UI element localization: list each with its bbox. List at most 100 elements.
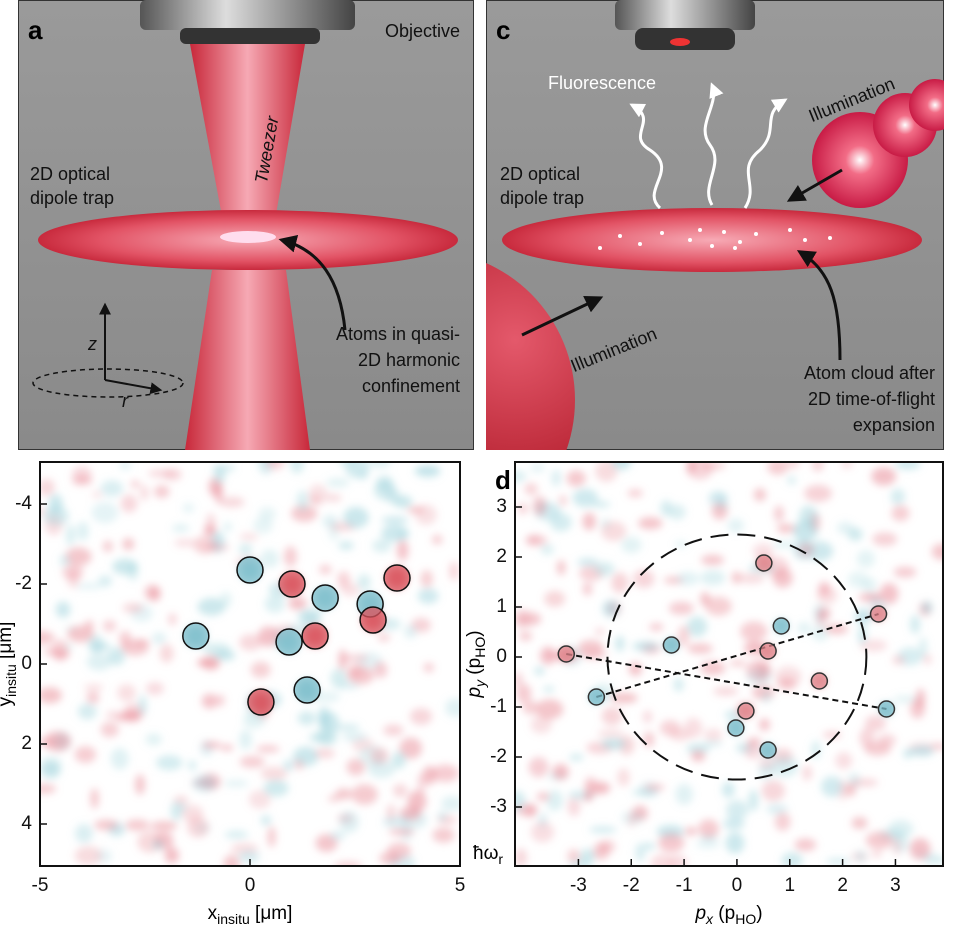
noise-blob — [569, 754, 583, 761]
noise-blob — [221, 745, 234, 751]
noise-blob — [774, 505, 784, 521]
noise-blob — [393, 784, 407, 797]
noise-blob — [238, 850, 259, 863]
noise-blob — [818, 582, 830, 596]
noise-blob — [268, 826, 276, 847]
noise-blob — [424, 663, 434, 672]
noise-blob — [826, 858, 851, 865]
noise-blob — [778, 677, 796, 690]
noise-blob — [106, 711, 123, 720]
noise-blob — [923, 654, 932, 664]
point — [760, 643, 776, 659]
noise-blob — [294, 759, 304, 770]
y-tick-label: -2 — [490, 746, 507, 767]
axis-name: r — [122, 391, 129, 411]
noise-blob — [583, 650, 609, 660]
point — [588, 689, 604, 705]
noise-blob — [220, 497, 245, 507]
noise-blob — [543, 686, 554, 692]
noise-blob — [38, 687, 62, 703]
noise-blob — [519, 631, 532, 641]
noise-blob — [212, 464, 235, 471]
noise-blob — [649, 623, 663, 630]
point — [294, 677, 320, 703]
noise-blob — [92, 491, 102, 498]
page: {"panel_a": {"label": "a", "objective": … — [0, 0, 953, 928]
noise-blob — [165, 847, 179, 863]
noise-blob — [594, 562, 614, 576]
noise-blob — [599, 840, 615, 853]
noise-blob — [916, 689, 925, 708]
noise-blob — [217, 694, 225, 706]
noise-blob — [872, 532, 897, 546]
noise-blob — [551, 470, 561, 487]
noise-blob — [859, 728, 874, 748]
noise-blob — [660, 720, 680, 736]
annotation: dipole trap — [30, 188, 114, 208]
noise-blob — [335, 724, 360, 731]
noise-blob — [601, 521, 627, 541]
y-tick-label: -4 — [15, 493, 32, 514]
noise-blob — [817, 609, 825, 627]
noise-blob — [98, 575, 112, 587]
noise-blob — [261, 816, 272, 826]
noise-blob — [298, 711, 316, 725]
annotation: 2D time-of-flight — [808, 389, 935, 409]
noise-blob — [704, 740, 723, 746]
trap-disk — [502, 208, 922, 272]
noise-blob — [325, 494, 341, 501]
noise-blob — [121, 494, 138, 512]
noise-blob — [145, 733, 162, 745]
axis-label-part: p — [464, 687, 485, 699]
noise-blob — [323, 515, 339, 528]
noise-blob — [75, 746, 97, 763]
noise-blob — [140, 485, 148, 501]
noise-blob — [75, 583, 101, 589]
annotation: Objective — [385, 21, 460, 41]
annotation: dipole trap — [500, 188, 584, 208]
noise-blob — [534, 667, 544, 675]
noise-blob — [330, 831, 346, 840]
noise-blob — [183, 503, 194, 513]
x-tick-label: -5 — [32, 875, 49, 896]
noise-blob — [342, 654, 368, 662]
noise-blob — [642, 843, 655, 850]
noise-blob — [691, 750, 705, 761]
point — [728, 720, 744, 736]
noise-blob — [701, 555, 724, 565]
noise-blob — [59, 555, 70, 567]
noise-blob — [878, 734, 896, 746]
y-tick-label: 1 — [496, 596, 507, 617]
noise-blob — [432, 828, 454, 843]
noise-blob — [112, 559, 138, 575]
noise-blob — [152, 840, 163, 850]
noise-blob — [193, 536, 217, 554]
point — [811, 673, 827, 689]
noise-blob — [728, 519, 744, 533]
axis-label-part: r — [498, 851, 503, 867]
x-tick-label: -3 — [570, 875, 587, 896]
point — [312, 585, 338, 611]
noise-blob — [723, 818, 745, 830]
point — [384, 565, 410, 591]
noise-blob — [522, 701, 538, 715]
noise-blob — [90, 788, 98, 809]
noise-blob — [530, 464, 545, 472]
noise-blob — [687, 643, 712, 653]
noise-blob — [44, 506, 69, 525]
noise-blob — [44, 731, 71, 751]
noise-blob — [621, 537, 642, 553]
noise-blob — [347, 666, 374, 684]
noise-blob — [601, 738, 626, 749]
point — [237, 557, 263, 583]
noise-blob — [700, 570, 725, 585]
noise-blob — [696, 841, 720, 848]
noise-blob — [338, 542, 353, 550]
noise-blob — [319, 565, 331, 574]
point — [773, 618, 789, 634]
noise-blob — [643, 731, 654, 747]
axis-label-part: HO — [472, 637, 488, 658]
noise-blob — [852, 817, 868, 829]
noise-blob — [224, 831, 248, 839]
